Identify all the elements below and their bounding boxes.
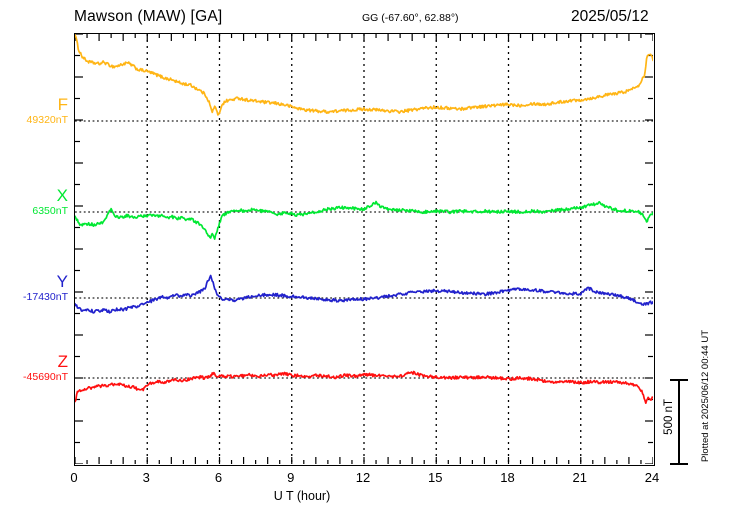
x-tick-9: 9 <box>287 470 295 485</box>
x-tick-12: 12 <box>355 470 371 485</box>
component-letter-x: X <box>56 186 68 205</box>
axis-ticks <box>75 34 653 464</box>
x-tick-3: 3 <box>142 470 150 485</box>
scale-bar-top-cap <box>670 379 688 381</box>
component-baseline-z: -45690nT <box>23 371 68 383</box>
trace-z <box>75 370 653 405</box>
trace-lines <box>75 34 653 405</box>
x-tick-24: 24 <box>644 470 660 485</box>
station-title: Mawson (MAW) [GA] <box>74 8 223 25</box>
x-tick-15: 15 <box>428 470 443 485</box>
x-axis-title: U T (hour) <box>0 489 730 503</box>
x-tick-0: 0 <box>70 470 78 485</box>
component-label-f: F 49320nT <box>2 96 68 127</box>
baseline-lines <box>75 120 653 379</box>
magnetogram-traces <box>75 34 653 464</box>
scale-bar-line <box>678 379 680 465</box>
plotted-timestamp: Plotted at 2025/06/12 00:44 UT <box>700 330 711 463</box>
trace-f <box>75 34 653 116</box>
plot-frame <box>74 33 655 466</box>
component-letter-y: Y <box>56 272 68 291</box>
component-letter-z: Z <box>57 352 68 371</box>
scale-bar-label: 500 nT <box>663 399 675 435</box>
component-baseline-y: -17430nT <box>23 291 68 303</box>
observation-date: 2025/05/12 <box>571 8 649 25</box>
x-axis-title-text: U T (hour) <box>273 489 331 503</box>
x-tick-6: 6 <box>214 470 223 485</box>
x-tick-21: 21 <box>572 470 587 485</box>
x-tick-18: 18 <box>500 470 515 485</box>
component-label-x: X 6350nT <box>2 187 68 218</box>
trace-y <box>75 274 653 314</box>
component-label-z: Z -45690nT <box>2 353 68 384</box>
geographic-coordinates: GG (-67.60°, 62.88°) <box>362 12 459 24</box>
component-baseline-f: 49320nT <box>26 114 68 126</box>
trace-x <box>75 200 653 240</box>
component-letter-f: F <box>57 95 68 114</box>
scale-bar-bottom-cap <box>670 463 688 465</box>
grid-lines <box>146 34 582 464</box>
component-label-y: Y -17430nT <box>2 273 68 304</box>
component-baseline-x: 6350nT <box>32 205 68 217</box>
